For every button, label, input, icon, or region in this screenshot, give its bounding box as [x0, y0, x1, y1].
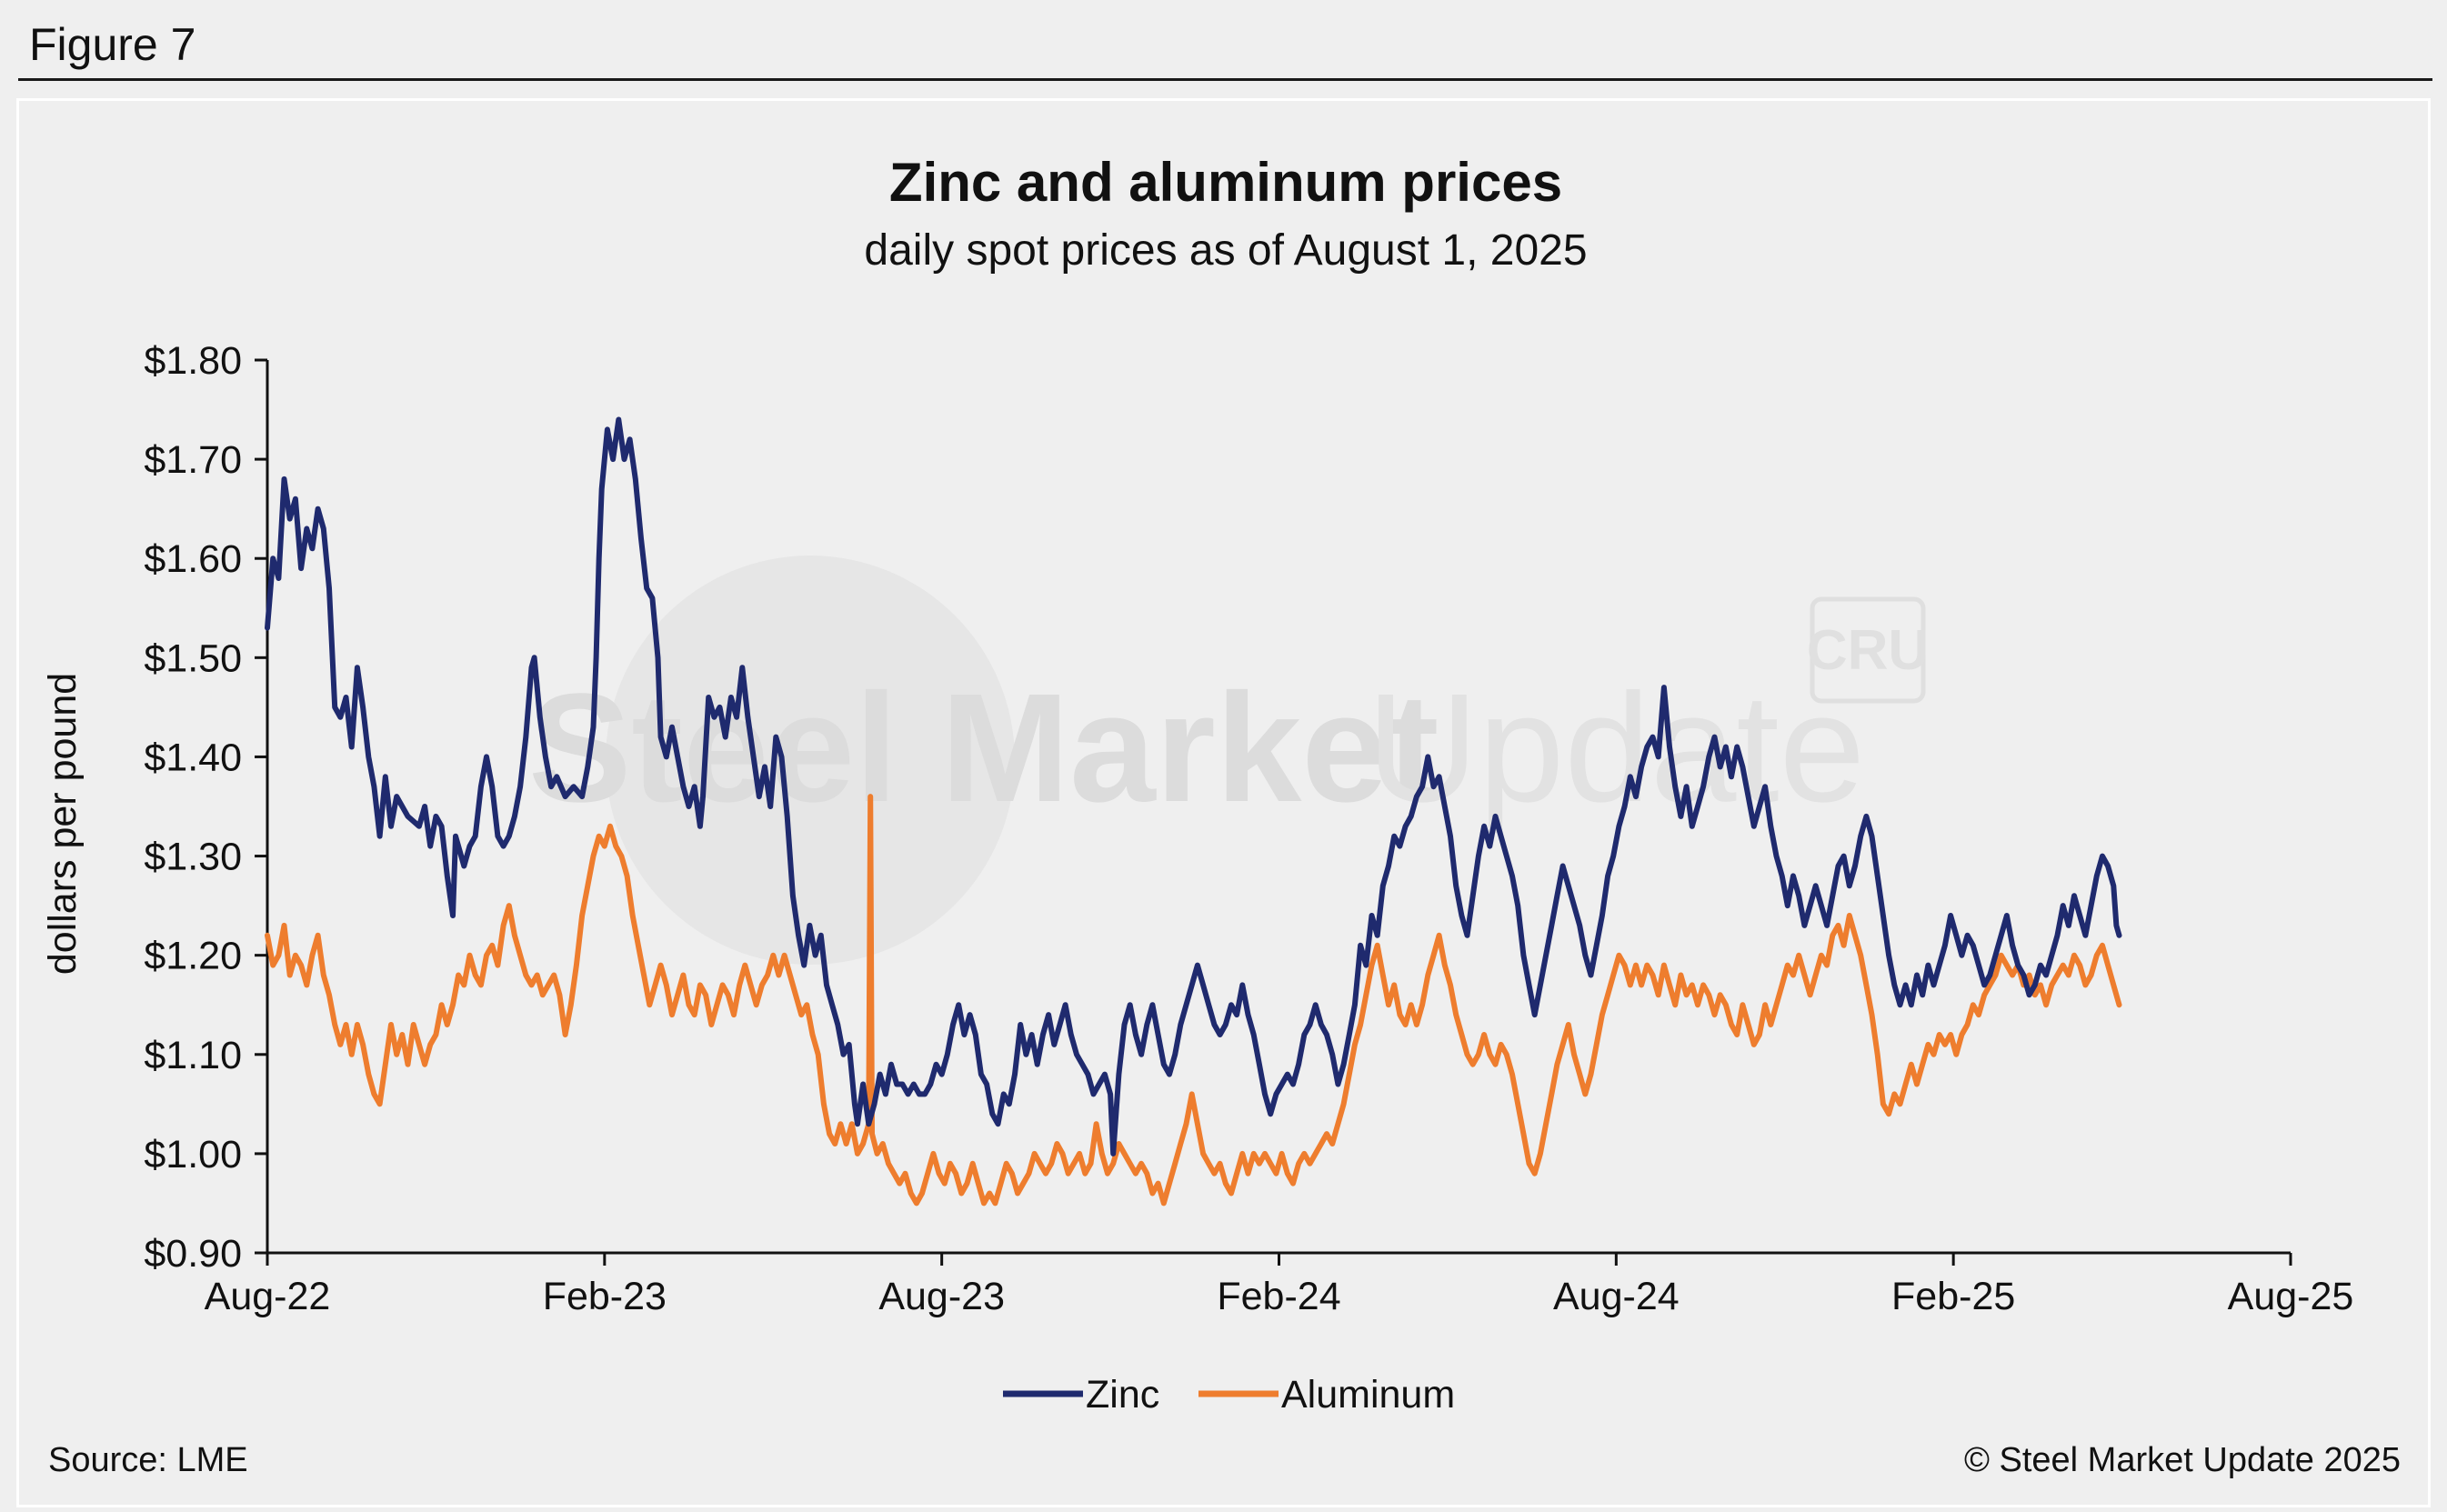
chart-title: Zinc and aluminum prices: [889, 152, 1562, 213]
x-tick-label: Feb-23: [543, 1275, 667, 1318]
y-tick-label: $1.60: [144, 537, 242, 581]
x-tick-label: Aug-23: [878, 1275, 1005, 1318]
y-axis-label: dollars per pound: [41, 673, 85, 975]
x-tick-label: Aug-25: [2228, 1275, 2354, 1318]
y-tick-label: $1.40: [144, 736, 242, 779]
watermark-globe-icon: [606, 556, 1015, 965]
y-tick-label: $1.80: [144, 339, 242, 383]
x-tick-label: Aug-22: [205, 1275, 331, 1318]
copyright-note: © Steel Market Update 2025: [1964, 1441, 2401, 1479]
series-line-zinc: [265, 416, 2122, 1157]
x-tick-label: Aug-24: [1553, 1275, 1680, 1318]
y-tick-label: $1.10: [144, 1034, 242, 1077]
figure-rule: [18, 78, 2432, 81]
y-tick-label: $1.00: [144, 1133, 242, 1177]
watermark-cru-text: CRU: [1807, 619, 1929, 682]
chart: Steel Market Update CRU Zinc and aluminu…: [41, 152, 2401, 1479]
series-layer: [265, 416, 2122, 1207]
legend-label-aluminum: Aluminum: [1281, 1373, 1455, 1417]
y-tick-label: $1.50: [144, 636, 242, 680]
x-tick-label: Feb-24: [1217, 1275, 1340, 1318]
watermark-text-light: Update: [1367, 662, 1865, 835]
source-note: Source: LME: [48, 1441, 248, 1479]
legend-label-zinc: Zinc: [1086, 1373, 1159, 1417]
x-tick-label: Feb-25: [1891, 1275, 2015, 1318]
watermark-cru-badge-icon: [1810, 596, 1926, 704]
y-tick-label: $1.20: [144, 935, 242, 978]
legend: Zinc Aluminum: [1003, 1373, 1455, 1417]
x-axis-ticks: Aug-22 Feb-23 Aug-23 Feb-24 Aug-24 Feb-25 Aug-…: [205, 1253, 2354, 1318]
y-tick-label: $1.30: [144, 836, 242, 879]
watermark-text-bold: Steel Market: [528, 662, 1439, 835]
figure-label: Figure 7: [29, 19, 196, 70]
chart-panel: Steel Market Update CRU Zinc and aluminu…: [16, 98, 2431, 1507]
y-tick-label: $0.90: [144, 1232, 242, 1276]
y-tick-label: $1.70: [144, 438, 242, 482]
series-line-aluminum: [265, 794, 2122, 1207]
y-axis-ticks: $1.80 $1.70 $1.60 $1.50 $1.40 $1.30 $1.20 $1.10…: [144, 339, 267, 1276]
watermark: Steel Market Update CRU: [528, 556, 1929, 965]
chart-subtitle: daily spot prices as of August 1, 2025: [864, 226, 1587, 275]
